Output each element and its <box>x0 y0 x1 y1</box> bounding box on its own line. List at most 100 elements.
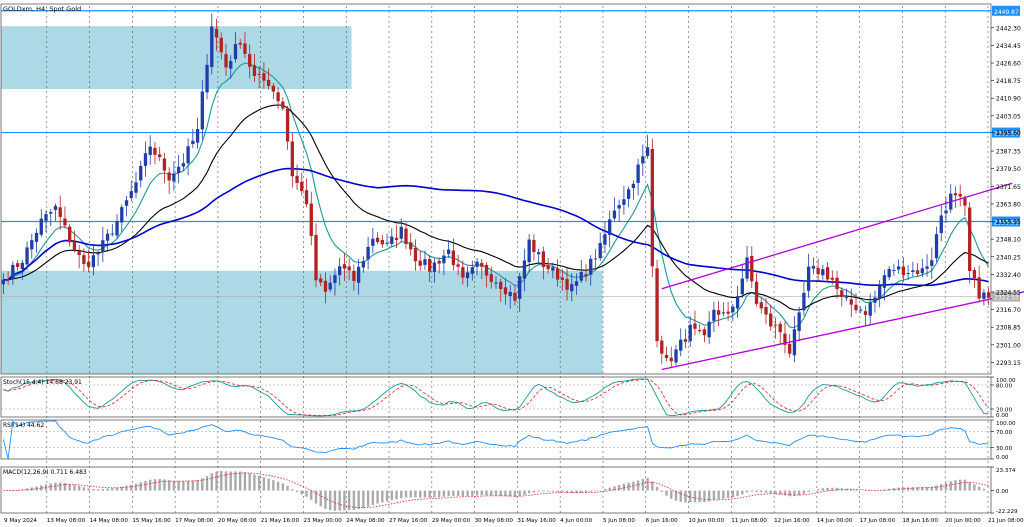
candlestick[interactable] <box>854 293 858 314</box>
candlestick[interactable] <box>688 316 692 347</box>
candlestick[interactable] <box>598 232 602 261</box>
candlestick[interactable] <box>371 227 375 254</box>
candlestick[interactable] <box>920 259 924 278</box>
candlestick[interactable] <box>323 272 328 304</box>
candlestick[interactable] <box>982 289 986 306</box>
candlestick[interactable] <box>835 270 839 299</box>
candlestick[interactable] <box>432 257 437 283</box>
candlestick[interactable] <box>1 273 6 294</box>
candlestick[interactable] <box>262 62 266 89</box>
candlestick[interactable] <box>769 304 773 331</box>
candlestick[interactable] <box>385 233 389 247</box>
channel-lower-line[interactable] <box>661 273 1024 371</box>
candlestick[interactable] <box>641 144 645 177</box>
candlestick[interactable] <box>655 259 659 348</box>
candlestick[interactable] <box>480 258 484 279</box>
candlestick[interactable] <box>49 209 53 227</box>
candlestick[interactable] <box>115 214 119 239</box>
candlestick[interactable] <box>356 258 361 295</box>
candlestick[interactable] <box>868 293 872 326</box>
candlestick[interactable] <box>915 263 920 277</box>
candlestick[interactable] <box>589 255 593 286</box>
candlestick[interactable] <box>702 326 707 342</box>
candlestick[interactable] <box>167 167 171 194</box>
candlestick[interactable] <box>679 328 683 357</box>
candlestick[interactable] <box>584 264 588 282</box>
candlestick[interactable] <box>375 232 380 245</box>
candlestick[interactable] <box>44 210 48 233</box>
candlestick[interactable] <box>86 249 91 273</box>
candlestick[interactable] <box>735 286 740 318</box>
candlestick[interactable] <box>72 230 77 253</box>
candlestick[interactable] <box>314 223 318 288</box>
candlestick[interactable] <box>390 228 394 248</box>
candlestick[interactable] <box>536 248 541 264</box>
candlestick[interactable] <box>740 265 744 299</box>
candlestick[interactable] <box>986 287 991 305</box>
candlestick[interactable] <box>716 301 721 327</box>
candlestick[interactable] <box>494 276 498 289</box>
candlestick[interactable] <box>300 172 304 196</box>
candlestick[interactable] <box>532 234 536 261</box>
candlestick[interactable] <box>266 68 271 90</box>
candlestick[interactable] <box>328 275 332 292</box>
candlestick[interactable] <box>176 154 181 184</box>
candlestick[interactable] <box>944 197 948 223</box>
candlestick[interactable] <box>281 97 285 111</box>
candlestick[interactable] <box>522 248 527 292</box>
candlestick[interactable] <box>248 44 252 79</box>
candlestick[interactable] <box>664 346 669 362</box>
candlestick[interactable] <box>570 273 574 302</box>
candlestick[interactable] <box>797 306 801 342</box>
candlestick[interactable] <box>475 258 479 276</box>
candlestick[interactable] <box>82 248 86 272</box>
candlestick[interactable] <box>224 43 228 76</box>
candlestick[interactable] <box>257 66 261 88</box>
candlestick[interactable] <box>878 279 882 308</box>
candlestick[interactable] <box>186 138 190 176</box>
candlestick[interactable] <box>882 269 887 301</box>
candlestick[interactable] <box>712 301 716 333</box>
candlestick[interactable] <box>342 253 347 281</box>
candlestick[interactable] <box>252 53 257 82</box>
candlestick[interactable] <box>484 262 489 288</box>
candlestick[interactable] <box>120 204 124 232</box>
candlestick[interactable] <box>792 316 797 363</box>
candlestick[interactable] <box>972 267 977 288</box>
candlestick[interactable] <box>238 38 242 49</box>
candlestick[interactable] <box>63 206 67 229</box>
candlestick[interactable] <box>726 301 730 321</box>
candlestick[interactable] <box>911 261 915 277</box>
candlestick[interactable] <box>731 303 735 321</box>
candlestick[interactable] <box>15 260 20 271</box>
candlestick[interactable] <box>423 250 427 270</box>
candlestick[interactable] <box>811 257 816 275</box>
candlestick[interactable] <box>593 249 598 268</box>
candlestick[interactable] <box>626 186 631 208</box>
candlestick[interactable] <box>631 180 636 200</box>
candlestick[interactable] <box>825 262 830 282</box>
candlestick[interactable] <box>77 245 81 269</box>
candlestick[interactable] <box>191 128 195 149</box>
candlestick[interactable] <box>418 251 422 271</box>
candlestick[interactable] <box>802 282 806 316</box>
candlestick[interactable] <box>636 158 640 196</box>
candlestick[interactable] <box>745 245 749 283</box>
candlestick[interactable] <box>110 224 114 237</box>
candlestick[interactable] <box>546 258 550 274</box>
candlestick[interactable] <box>844 288 849 301</box>
candlestick[interactable] <box>788 334 792 358</box>
candlestick[interactable] <box>96 250 100 267</box>
candlestick[interactable] <box>707 311 711 345</box>
candlestick[interactable] <box>53 203 58 221</box>
candlestick[interactable] <box>451 238 456 271</box>
candlestick[interactable] <box>887 265 891 281</box>
candlestick[interactable] <box>783 321 787 354</box>
candlestick[interactable] <box>499 278 503 303</box>
candlestick[interactable] <box>560 268 564 291</box>
candlestick[interactable] <box>200 80 204 140</box>
candlestick[interactable] <box>660 335 664 364</box>
candlestick[interactable] <box>892 263 896 276</box>
candlestick[interactable] <box>205 54 209 100</box>
candlestick[interactable] <box>195 117 200 149</box>
